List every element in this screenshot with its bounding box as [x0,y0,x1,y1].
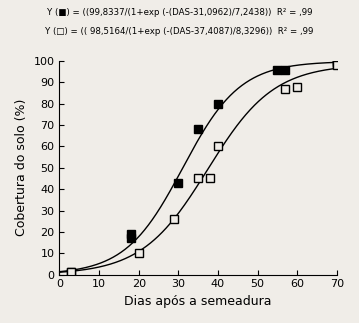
Text: Y (□) = (( 98,5164/(1+exp (-(DAS-37,4087)/8,3296))  R² = ,99: Y (□) = (( 98,5164/(1+exp (-(DAS-37,4087… [45,27,314,36]
Text: Y (■) = ((99,8337/(1+exp (-(DAS-31,0962)/7,2438))  R² = ,99: Y (■) = ((99,8337/(1+exp (-(DAS-31,0962)… [47,8,312,17]
X-axis label: Dias após a semeadura: Dias após a semeadura [125,295,272,308]
Y-axis label: Cobertura do solo (%): Cobertura do solo (%) [15,99,28,236]
